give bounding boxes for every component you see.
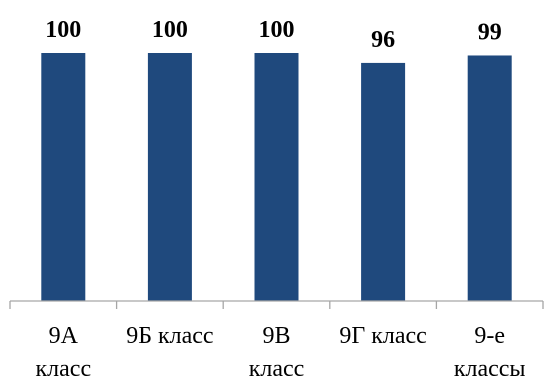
x-tick-label-4: 9Г класс: [339, 323, 426, 349]
data-label-3: 100: [259, 17, 295, 43]
x-axis: [9, 300, 544, 309]
bar-5: [467, 55, 512, 302]
bar-3: [254, 53, 299, 301]
x-tick-label-1: 9А класс: [36, 323, 92, 382]
bar-1: [41, 53, 86, 301]
bar-4: [361, 62, 406, 301]
data-label-4: 96: [371, 27, 395, 53]
bar-2: [147, 53, 192, 301]
x-tick-label-3: 9В класс: [249, 323, 305, 382]
bars-layer: [41, 53, 512, 302]
data-label-5: 99: [478, 19, 502, 45]
x-tick-label-2: 9Б класс: [126, 323, 213, 349]
x-tick-labels: 9А класс 9Б класс 9В класс 9Г класс 9-е классы: [36, 323, 526, 382]
data-label-1: 100: [45, 17, 81, 43]
data-label-2: 100: [152, 17, 188, 43]
data-labels-layer: 100 100 100 96 99: [45, 17, 501, 53]
x-tick-label-5: 9-е классы: [454, 323, 526, 382]
